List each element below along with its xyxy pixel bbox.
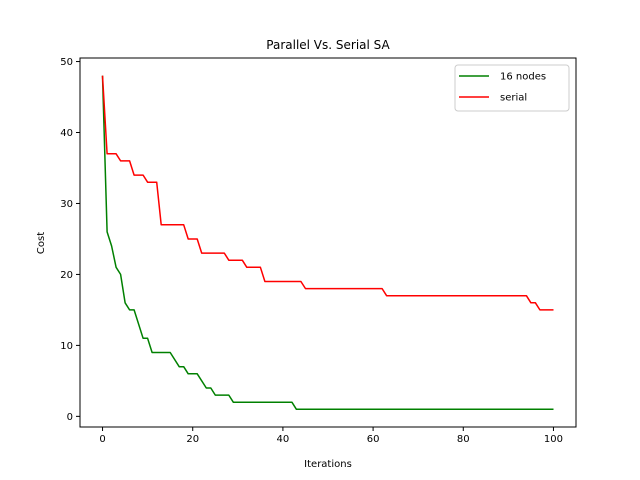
x-axis-title: Iterations (304, 459, 352, 470)
legend-label-2: serial (500, 93, 527, 104)
x-axis: 0 20 40 60 80 100 (99, 427, 563, 445)
chart-title: Parallel Vs. Serial SA (266, 38, 390, 52)
x-tick-label: 100 (544, 434, 563, 445)
series-line-1 (101, 75, 554, 411)
legend: 16 nodes serial (454, 64, 570, 112)
series-layer (101, 75, 554, 411)
y-tick-label: 20 (60, 270, 73, 281)
y-axis: 0 10 20 30 40 50 (60, 57, 80, 423)
plot-area-frame (79, 57, 577, 428)
x-tick-label: 80 (457, 434, 470, 445)
x-tick-label: 20 (186, 434, 199, 445)
y-tick-label: 0 (67, 412, 73, 423)
y-tick-label: 40 (60, 128, 73, 139)
x-tick-label: 0 (99, 434, 105, 445)
legend-label-1: 16 nodes (500, 72, 546, 83)
y-tick-label: 50 (60, 57, 73, 68)
y-tick-label: 10 (60, 341, 73, 352)
x-tick-label: 40 (277, 434, 290, 445)
x-tick-label: 60 (367, 434, 380, 445)
series-line-2 (101, 75, 554, 311)
y-axis-title: Cost (36, 232, 47, 254)
y-tick-label: 30 (60, 199, 73, 210)
